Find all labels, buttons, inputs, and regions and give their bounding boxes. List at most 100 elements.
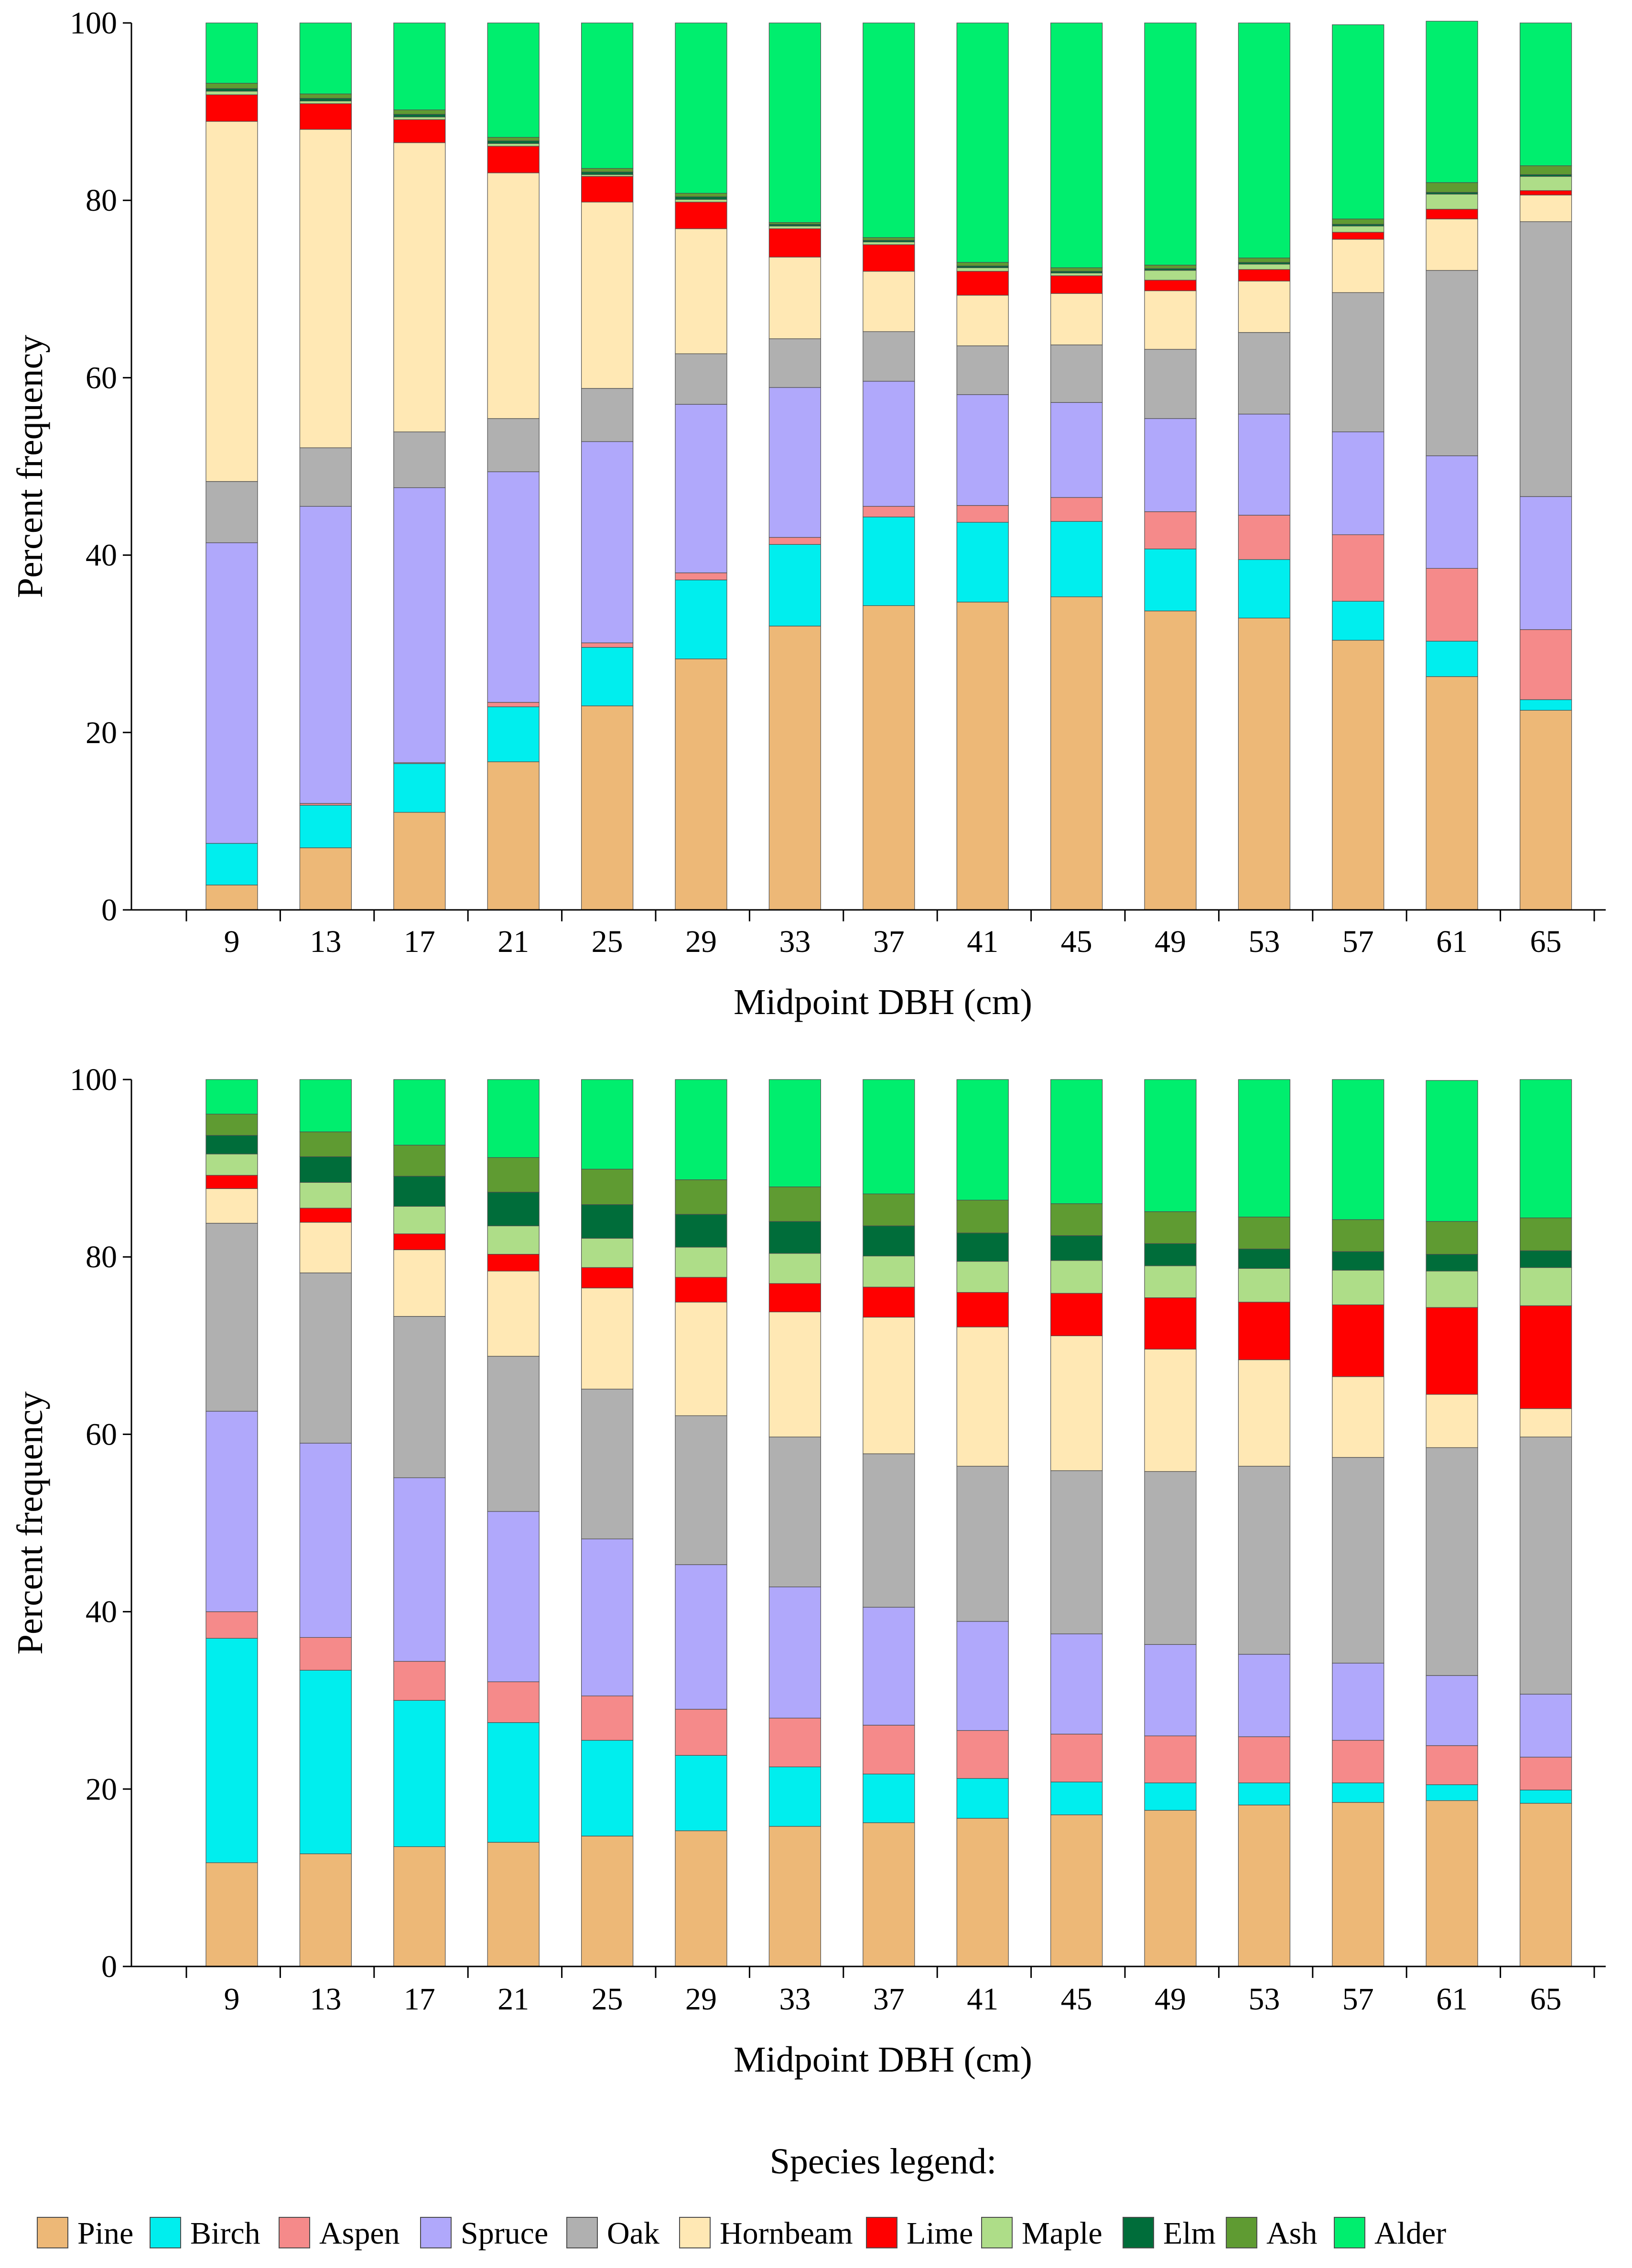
bar-segment-lime-57 — [1332, 1304, 1384, 1377]
x-tick-label-37: 37 — [873, 1982, 905, 2017]
bar-segment-hornbeam-45 — [1050, 293, 1103, 346]
bar-segment-birch-21 — [487, 1722, 540, 1843]
bar-segment-elm-53 — [1238, 1248, 1290, 1269]
bar-segment-spruce-53 — [1238, 413, 1290, 516]
bar-segment-spruce-21 — [487, 1511, 540, 1682]
bar-segment-spruce-53 — [1238, 1654, 1290, 1737]
legend-label-spruce: Spruce — [461, 2216, 548, 2251]
x-tick-label-53: 53 — [1248, 1982, 1280, 2017]
y-tick-label: 80 — [86, 1240, 117, 1274]
bar-segment-oak-65 — [1520, 221, 1572, 497]
bar-segment-lime-33 — [768, 1283, 821, 1312]
bar-segment-lime-17 — [393, 1233, 446, 1250]
bar-segment-hornbeam-29 — [675, 1302, 727, 1416]
bar-segment-birch-29 — [675, 579, 727, 659]
bar-segment-oak-53 — [1238, 1466, 1290, 1655]
bar-segment-pine-21 — [487, 1842, 540, 1967]
legend-swatch-aspen — [279, 2217, 310, 2248]
bar-segment-maple-53 — [1238, 1268, 1290, 1303]
bar-segment-spruce-45 — [1050, 1633, 1103, 1735]
bar-segment-spruce-37 — [863, 381, 915, 507]
y-tick-label: 40 — [86, 1595, 117, 1630]
bar-segment-elm-13 — [299, 1156, 352, 1183]
bar-segment-oak-33 — [768, 338, 821, 388]
bar-segment-lime-45 — [1050, 1293, 1103, 1337]
bar-segment-lime-29 — [675, 202, 727, 229]
bar-segment-birch-9 — [205, 1638, 258, 1863]
bar-segment-ash-41 — [956, 1199, 1009, 1233]
x-tick-label-9: 9 — [224, 1982, 240, 2017]
bar-segment-lime-9 — [205, 1175, 258, 1189]
bar-segment-oak-25 — [581, 388, 634, 442]
legend-swatch-elm — [1123, 2217, 1154, 2248]
bar-segment-hornbeam-9 — [205, 1188, 258, 1224]
x-tick-label-13: 13 — [310, 1982, 341, 2017]
bar-segment-maple-29 — [675, 199, 727, 203]
bar-segment-maple-41 — [956, 267, 1009, 272]
bar-segment-spruce-13 — [299, 506, 352, 804]
bar-segment-birch-21 — [487, 706, 540, 762]
bar-segment-maple-57 — [1332, 226, 1384, 233]
bar-segment-pine-53 — [1238, 1804, 1290, 1967]
bar-segment-oak-29 — [675, 1415, 727, 1565]
bar-segment-oak-25 — [581, 1389, 634, 1539]
bar-segment-aspen-41 — [956, 505, 1009, 523]
bar-segment-aspen-53 — [1238, 1736, 1290, 1783]
bar-segment-maple-33 — [768, 1253, 821, 1284]
bar-segment-ash-21 — [487, 1157, 540, 1193]
bar-segment-ash-41 — [956, 262, 1009, 267]
bar-segment-birch-61 — [1426, 640, 1478, 677]
bar-segment-lime-37 — [863, 1286, 915, 1318]
bar-segment-elm-21 — [487, 140, 540, 144]
bar-segment-spruce-37 — [863, 1607, 915, 1726]
y-tick-label: 100 — [70, 1062, 117, 1097]
bar-segment-pine-45 — [1050, 1814, 1103, 1967]
bar-segment-ash-49 — [1144, 265, 1197, 269]
bar-segment-elm-25 — [581, 172, 634, 175]
bar-segment-birch-45 — [1050, 521, 1103, 597]
x-tick-label-61: 61 — [1436, 1982, 1468, 2017]
legend-items: Pine Birch Aspen Spruce Oak Hornbeam Lime Maple… — [37, 2216, 1446, 2251]
bar-segment-alder-61 — [1426, 1080, 1478, 1222]
bar-segment-birch-29 — [675, 1755, 727, 1831]
bar-segment-pine-9 — [205, 885, 258, 910]
bar-segment-elm-33 — [768, 1221, 821, 1254]
bar-segment-ash-53 — [1238, 258, 1290, 263]
bar-segment-hornbeam-61 — [1426, 1394, 1478, 1448]
bar-segment-alder-49 — [1144, 1079, 1197, 1212]
y-tick-label: 60 — [86, 360, 117, 395]
x-tick-label-33: 33 — [779, 1982, 811, 2017]
bar-segment-aspen-41 — [956, 1730, 1009, 1779]
legend-label-alder: Alder — [1374, 2216, 1446, 2251]
bar-segment-hornbeam-37 — [863, 271, 915, 332]
bar-segment-hornbeam-49 — [1144, 1349, 1197, 1472]
bar-segment-ash-53 — [1238, 1217, 1290, 1250]
bar-segment-pine-13 — [299, 847, 352, 910]
bar-segment-alder-57 — [1332, 1079, 1384, 1220]
bar-segment-spruce-9 — [205, 1411, 258, 1612]
bar-segment-spruce-61 — [1426, 1675, 1478, 1746]
y-axis-title: Percent frequency — [10, 335, 50, 598]
bar-segment-birch-9 — [205, 843, 258, 886]
x-tick-label-29: 29 — [685, 924, 717, 959]
y-tick-label: 40 — [86, 538, 117, 573]
legend-label-birch: Birch — [190, 2216, 260, 2251]
bar-segment-maple-33 — [768, 226, 821, 229]
bar-segment-hornbeam-45 — [1050, 1335, 1103, 1471]
bar-segment-elm-13 — [299, 98, 352, 102]
bar-segment-elm-9 — [205, 88, 258, 92]
bar-segment-elm-17 — [393, 1176, 446, 1207]
x-tick-label-33: 33 — [779, 924, 811, 959]
x-axis-title: Midpoint DBH (cm) — [734, 982, 1032, 1022]
bar-segment-alder-21 — [487, 22, 540, 138]
bar-segment-hornbeam-41 — [956, 295, 1009, 346]
legend-label-elm: Elm — [1163, 2216, 1216, 2251]
bar-segment-oak-41 — [956, 345, 1009, 395]
bar-segment-ash-9 — [205, 83, 258, 89]
bar-segment-alder-25 — [581, 1079, 634, 1170]
legend-swatch-ash — [1226, 2217, 1257, 2248]
bar-segment-aspen-25 — [581, 1696, 634, 1741]
bar-segment-alder-41 — [956, 1079, 1009, 1200]
bar-segment-maple-61 — [1426, 1271, 1478, 1308]
bar-segment-lime-61 — [1426, 1307, 1478, 1395]
